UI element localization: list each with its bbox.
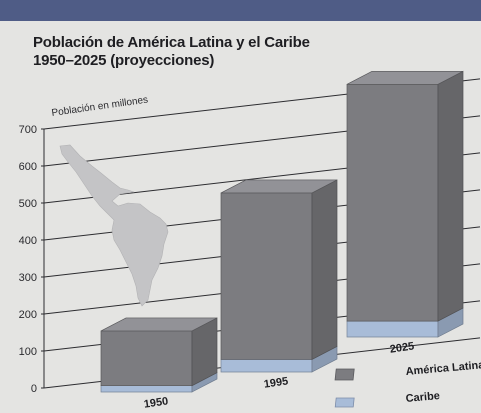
x-tick-label-2025: 2025 <box>389 340 415 355</box>
legend-label-caribe: Caribe <box>405 390 440 405</box>
y-tick-label: 0 <box>31 383 37 395</box>
y-tick-label: 700 <box>19 124 37 136</box>
chart-title: Población de América Latina y el Caribe <box>33 34 310 51</box>
bar-américa-latina-2025-front <box>346 83 439 322</box>
legend-swatch-america-latina <box>334 368 355 381</box>
y-tick-label: 600 <box>19 161 37 173</box>
bar-caribe-1950-front <box>100 385 193 393</box>
y-axis: 0 100 200 300 400 500 600 700 <box>19 124 45 395</box>
y-tick-label: 500 <box>19 198 37 210</box>
bar-caribe-1995-front <box>220 359 313 373</box>
bar-américa-latina-1950-front <box>100 330 193 387</box>
y-tick-label: 100 <box>19 346 37 358</box>
bar-1950-top <box>100 317 218 332</box>
bar-américa-latina-1995-front <box>220 192 313 360</box>
bar-1995-top <box>220 179 338 194</box>
legend-label-america-latina: América Latina <box>405 359 481 378</box>
y-tick-label: 400 <box>19 235 37 247</box>
latin-america-map <box>59 144 169 307</box>
chart-subtitle: 1950–2025 (proyecciones) <box>33 52 215 69</box>
bar-2025-top <box>346 70 464 85</box>
chart-title-block: Población de América Latina y el Caribe … <box>33 34 310 70</box>
x-tick-label-1995: 1995 <box>263 375 289 390</box>
header-bar <box>0 0 481 21</box>
x-axis-labels: 1950 1995 2025 <box>143 340 415 410</box>
bars <box>100 70 464 393</box>
bar-américa-latina-1995-side <box>311 179 338 360</box>
x-tick-label-1950: 1950 <box>143 395 169 410</box>
legend: América Latina Caribe <box>334 359 481 408</box>
y-tick-label: 200 <box>19 309 37 321</box>
bar-américa-latina-2025-side <box>437 70 464 322</box>
y-tick-label: 300 <box>19 272 37 284</box>
bar-caribe-2025-front <box>346 320 439 338</box>
legend-swatch-caribe <box>334 397 355 408</box>
y-axis-label: Población en millones <box>51 95 149 119</box>
